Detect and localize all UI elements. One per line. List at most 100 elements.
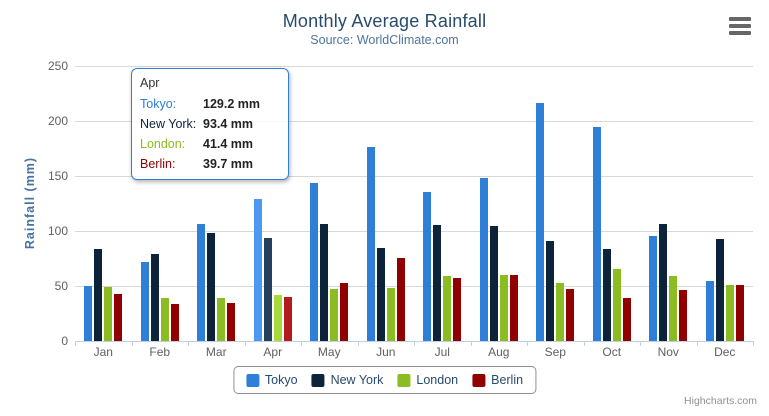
bar-new-york-jul[interactable] [433,225,442,341]
bar-tokyo-feb[interactable] [140,262,149,341]
bar-new-york-apr[interactable] [263,238,272,341]
x-axis-tick [584,341,585,346]
bar-new-york-jun[interactable] [376,248,385,341]
bar-london-jul[interactable] [443,276,452,341]
context-menu-button[interactable] [729,17,753,35]
gridline-50 [75,286,753,287]
legend-item-new-york[interactable]: New York [311,373,384,387]
bar-tokyo-aug[interactable] [479,178,488,341]
bar-tokyo-may[interactable] [310,183,319,341]
bar-tokyo-jul[interactable] [423,192,432,341]
legend-swatch-icon [311,373,325,387]
tooltip-row-new-york: New York: 93.4 mm [140,114,280,134]
bar-london-feb[interactable] [160,298,169,341]
legend-item-tokyo[interactable]: Tokyo [245,373,298,387]
bar-tokyo-apr[interactable] [253,199,262,341]
legend-swatch-icon [245,373,259,387]
bar-tokyo-sep[interactable] [536,103,545,341]
tooltip-header: Apr [140,76,160,90]
bar-berlin-may[interactable] [340,283,349,341]
highcharts-credit[interactable]: Highcharts.com [684,395,757,407]
x-axis-tick [358,341,359,346]
bar-london-apr[interactable] [273,295,282,341]
legend: Tokyo New York London Berlin [232,366,537,394]
y-axis-label-50: 50 [54,279,68,293]
tooltip-series-label: Tokyo: [140,97,177,111]
legend-label: New York [330,373,384,387]
bar-london-dec[interactable] [725,285,734,341]
tooltip-rows: Tokyo: 129.2 mm New York: 93.4 mm London: 41.… [140,94,280,174]
tooltip-series-value: 41.4 mm [203,137,254,151]
tooltip-series-value: 129.2 mm [203,97,260,111]
bar-tokyo-jan[interactable] [84,286,93,341]
bar-berlin-jun[interactable] [396,258,405,341]
x-axis-label-apr: Apr [263,345,283,359]
x-axis-tick [471,341,472,346]
x-axis-label-aug: Aug [488,345,510,359]
legend-label: London [416,373,459,387]
legend-swatch-icon [472,373,486,387]
tooltip-series-value: 93.4 mm [203,117,254,131]
bar-berlin-feb[interactable] [170,304,179,341]
bar-new-york-may[interactable] [320,224,329,341]
y-axis-label-200: 200 [47,114,68,128]
x-axis-tick [640,341,641,346]
bar-london-aug[interactable] [499,275,508,341]
legend-item-berlin[interactable]: Berlin [472,373,523,387]
bar-london-sep[interactable] [556,283,565,341]
hamburger-icon [729,31,751,35]
gridline-200 [75,121,753,122]
gridline-150 [75,176,753,177]
x-axis-label-oct: Oct [602,345,622,359]
bar-berlin-mar[interactable] [227,303,236,341]
hamburger-icon [729,24,751,28]
bar-tokyo-dec[interactable] [705,281,714,341]
legend-label: Tokyo [264,373,298,387]
legend-item-london[interactable]: London [397,373,458,387]
x-axis-label-dec: Dec [714,345,736,359]
bar-berlin-jul[interactable] [453,278,462,341]
chart-title: Monthly Average Rainfall [282,11,487,31]
x-axis-label-feb: Feb [149,345,171,359]
bar-berlin-jan[interactable] [114,294,123,341]
x-axis-tick [245,341,246,346]
bar-london-nov[interactable] [669,276,678,341]
bar-tokyo-oct[interactable] [592,127,601,341]
y-axis-label-100: 100 [47,224,68,238]
y-axis-label-0: 0 [61,334,68,348]
bar-new-york-jan[interactable] [94,249,103,341]
bar-berlin-oct[interactable] [622,298,631,341]
bar-new-york-nov[interactable] [659,224,668,341]
y-axis-label-150: 150 [47,169,68,183]
tooltip: Apr Tokyo: 129.2 mm New York: 93.4 mm London… [131,68,289,180]
bar-berlin-aug[interactable] [509,275,518,341]
bar-london-jun[interactable] [386,288,395,341]
tooltip-series-value: 39.7 mm [203,157,254,171]
bar-berlin-sep[interactable] [566,289,575,341]
tooltip-row-london: London: 41.4 mm [140,134,280,154]
bar-berlin-dec[interactable] [735,285,744,341]
bar-new-york-oct[interactable] [602,249,611,341]
x-axis-tick [188,341,189,346]
bar-london-oct[interactable] [612,269,621,341]
bar-new-york-sep[interactable] [546,241,555,341]
bar-new-york-aug[interactable] [489,226,498,341]
bar-tokyo-mar[interactable] [197,224,206,341]
gridline-250 [75,66,753,67]
bar-london-may[interactable] [330,289,339,341]
bar-berlin-apr[interactable] [283,297,292,341]
bar-new-york-dec[interactable] [715,239,724,341]
bar-new-york-feb[interactable] [150,254,159,341]
bar-new-york-mar[interactable] [207,233,216,341]
bar-london-jan[interactable] [104,287,113,341]
tooltip-series-label: Berlin: [140,157,176,171]
x-axis-label-jan: Jan [93,345,113,359]
bar-tokyo-nov[interactable] [649,236,658,341]
bar-berlin-nov[interactable] [679,290,688,341]
bar-tokyo-jun[interactable] [366,147,375,341]
x-axis-tick [414,341,415,346]
chart-subtitle: Source: WorldClimate.com [310,33,459,47]
bar-london-mar[interactable] [217,298,226,341]
x-axis-label-jun: Jun [376,345,396,359]
